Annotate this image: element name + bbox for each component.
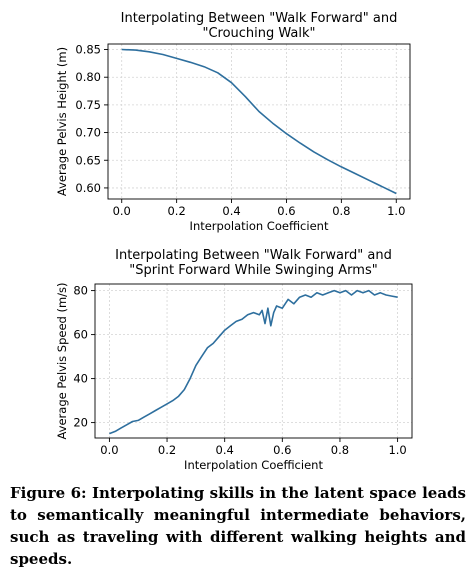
y-tick-label: 0.70	[75, 126, 101, 140]
x-tick-label: 0.2	[158, 443, 176, 457]
series-line	[121, 48, 397, 195]
figure-caption: Figure 6: Interpolating skills in the la…	[10, 484, 466, 568]
y-tick-label: 0.75	[75, 98, 101, 112]
y-tick-label: 0.65	[75, 153, 101, 167]
chart-title-line: Interpolating Between "Walk Forward" and	[121, 11, 398, 26]
plot-frame	[94, 283, 413, 439]
x-axis-label: Interpolation Coefficient	[184, 458, 323, 472]
x-tick-label: 0.4	[222, 204, 240, 218]
y-axis-label: Average Pelvis Height (m)	[55, 47, 69, 196]
plot-frame	[107, 43, 411, 200]
pelvis-speed-chart: Interpolating Between "Walk Forward" and…	[55, 248, 413, 472]
y-tick-label: 0.80	[75, 70, 101, 84]
x-tick-label: 0.0	[113, 204, 131, 218]
chart-title-line: "Crouching Walk"	[202, 26, 315, 41]
x-tick-label: 0.6	[277, 204, 295, 218]
pelvis-height-chart: Interpolating Between "Walk Forward" and…	[55, 11, 411, 233]
y-tick-label: 80	[73, 284, 88, 298]
x-axis-label: Interpolation Coefficient	[190, 219, 329, 233]
x-tick-label: 1.0	[387, 204, 405, 218]
chart-title-line: "Sprint Forward While Swinging Arms"	[129, 263, 377, 278]
x-tick-label: 0.4	[216, 443, 234, 457]
y-tick-label: 20	[73, 416, 88, 430]
x-tick-label: 0.6	[273, 443, 291, 457]
x-tick-label: 0.0	[100, 443, 118, 457]
y-tick-label: 0.60	[75, 181, 101, 195]
chart-title-line: Interpolating Between "Walk Forward" and	[115, 248, 392, 263]
x-tick-label: 0.2	[167, 204, 185, 218]
x-tick-label: 0.8	[331, 443, 349, 457]
y-tick-label: 40	[73, 372, 88, 386]
x-tick-label: 1.0	[388, 443, 406, 457]
x-tick-label: 0.8	[332, 204, 350, 218]
y-tick-label: 60	[73, 328, 88, 342]
series-line	[109, 289, 398, 435]
y-tick-label: 0.85	[75, 43, 101, 57]
y-axis-label: Average Pelvis Speed (m/s)	[55, 282, 69, 439]
